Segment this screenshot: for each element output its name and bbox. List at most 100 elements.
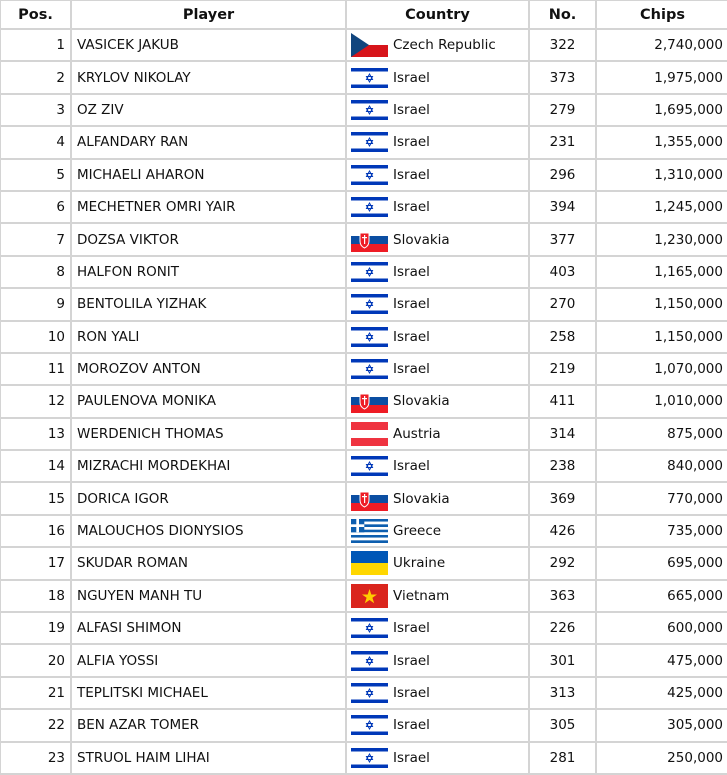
- pos-cell: 1: [0, 27, 72, 63]
- table-row: 15 DORICA IGOR Slovakia 369 770,000: [0, 481, 727, 516]
- pos-cell: 16: [0, 513, 72, 549]
- israel-flag-icon: [351, 162, 388, 187]
- country-cell: Israel: [345, 643, 530, 678]
- country-name: Israel: [393, 652, 430, 669]
- table-row: 2 KRYLOV NIKOLAY Israel 373 1,975,000: [0, 60, 727, 95]
- player-cell: KRYLOV NIKOLAY: [70, 60, 347, 95]
- table-row: 21 TEPLITSKI MICHAEL Israel 313 425,000: [0, 675, 727, 711]
- israel-flag-icon: [351, 195, 388, 220]
- table-row: 18 NGUYEN MANH TU Vietnam 363 665,000: [0, 578, 727, 614]
- pos-cell: 17: [0, 546, 72, 581]
- player-cell: HALFON RONIT: [70, 254, 347, 290]
- number-cell: 403: [528, 254, 597, 290]
- player-cell: DOZSA VIKTOR: [70, 222, 347, 257]
- country-cell: Ukraine: [345, 546, 530, 581]
- number-cell: 301: [528, 643, 597, 678]
- number-cell: 238: [528, 449, 597, 484]
- chips-cell: 250,000: [595, 740, 727, 775]
- player-cell: ALFANDARY RAN: [70, 125, 347, 160]
- ukraine-flag-icon: [351, 551, 388, 576]
- table-row: 7 DOZSA VIKTOR Slovakia 377 1,230,000: [0, 222, 727, 257]
- austria-flag-icon: [351, 421, 388, 446]
- country-cell: Israel: [345, 351, 530, 387]
- vietnam-flag-icon: [351, 583, 388, 608]
- chips-cell: 1,070,000: [595, 351, 727, 387]
- number-cell: 363: [528, 578, 597, 614]
- israel-flag-icon: [351, 259, 388, 284]
- country-cell: Israel: [345, 157, 530, 192]
- country-cell: Israel: [345, 611, 530, 646]
- pos-cell: 22: [0, 708, 72, 743]
- player-cell: MIZRACHI MORDEKHAI: [70, 449, 347, 484]
- pos-cell: 20: [0, 643, 72, 678]
- table-row: 10 RON YALI Israel 258 1,150,000: [0, 319, 727, 354]
- chips-cell: 770,000: [595, 481, 727, 516]
- player-cell: MECHETNER OMRI YAIR: [70, 189, 347, 225]
- country-name: Israel: [393, 134, 430, 151]
- slovakia-flag-icon: [351, 227, 388, 252]
- number-cell: 226: [528, 611, 597, 646]
- israel-flag-icon: [351, 616, 388, 641]
- pos-cell: 18: [0, 578, 72, 614]
- chips-cell: 1,010,000: [595, 384, 727, 419]
- player-cell: SKUDAR ROMAN: [70, 546, 347, 581]
- chips-cell: 1,355,000: [595, 125, 727, 160]
- pos-cell: 11: [0, 351, 72, 387]
- country-name: Czech Republic: [393, 37, 496, 54]
- country-name: Israel: [393, 101, 430, 118]
- country-cell: Israel: [345, 60, 530, 95]
- country-name: Israel: [393, 717, 430, 734]
- table-row: 3 OZ ZIV Israel 279 1,695,000: [0, 92, 727, 128]
- israel-flag-icon: [351, 681, 388, 705]
- chips-cell: 1,975,000: [595, 60, 727, 95]
- player-cell: TEPLITSKI MICHAEL: [70, 675, 347, 711]
- country-cell: Vietnam: [345, 578, 530, 614]
- chips-cell: 1,165,000: [595, 254, 727, 290]
- country-cell: Israel: [345, 189, 530, 225]
- chips-cell: 475,000: [595, 643, 727, 678]
- czech-flag-icon: [351, 33, 388, 58]
- chips-cell: 1,150,000: [595, 287, 727, 322]
- country-name: Slovakia: [393, 393, 450, 410]
- player-cell: MICHAELI AHARON: [70, 157, 347, 192]
- country-cell: Israel: [345, 287, 530, 322]
- table-row: 1 VASICEK JAKUB Czech Republic 322 2,740,000: [0, 27, 727, 63]
- table-row: 6 MECHETNER OMRI YAIR Israel 394 1,245,000: [0, 189, 727, 225]
- player-cell: ALFASI SHIMON: [70, 611, 347, 646]
- table-row: 11 MOROZOV ANTON Israel 219 1,070,000: [0, 351, 727, 387]
- country-cell: Israel: [345, 319, 530, 354]
- header-chips: Chips: [595, 0, 727, 30]
- number-cell: 258: [528, 319, 597, 354]
- country-cell: Slovakia: [345, 481, 530, 516]
- table-row: 9 BENTOLILA YIZHAK Israel 270 1,150,000: [0, 287, 727, 322]
- chips-cell: 1,310,000: [595, 157, 727, 192]
- country-name: Israel: [393, 199, 430, 216]
- pos-cell: 3: [0, 92, 72, 128]
- header-no: No.: [528, 0, 597, 30]
- chips-cell: 695,000: [595, 546, 727, 581]
- israel-flag-icon: [351, 357, 388, 382]
- pos-cell: 21: [0, 675, 72, 711]
- pos-cell: 19: [0, 611, 72, 646]
- country-cell: Austria: [345, 416, 530, 452]
- country-cell: Slovakia: [345, 384, 530, 419]
- chips-cell: 1,695,000: [595, 92, 727, 128]
- chips-cell: 2,740,000: [595, 27, 727, 63]
- pos-cell: 14: [0, 449, 72, 484]
- number-cell: 270: [528, 287, 597, 322]
- table-row: 20 ALFIA YOSSI Israel 301 475,000: [0, 643, 727, 678]
- player-cell: RON YALI: [70, 319, 347, 354]
- player-cell: PAULENOVA MONIKA: [70, 384, 347, 419]
- country-name: Israel: [393, 296, 430, 313]
- player-cell: NGUYEN MANH TU: [70, 578, 347, 614]
- number-cell: 411: [528, 384, 597, 419]
- player-cell: MOROZOV ANTON: [70, 351, 347, 387]
- table-row: 5 MICHAELI AHARON Israel 296 1,310,000: [0, 157, 727, 192]
- number-cell: 231: [528, 125, 597, 160]
- pos-cell: 4: [0, 125, 72, 160]
- header-row: Pos. Player Country No. Chips: [0, 0, 727, 30]
- table-row: 22 BEN AZAR TOMER Israel 305 305,000: [0, 708, 727, 743]
- pos-cell: 23: [0, 740, 72, 775]
- israel-flag-icon: [351, 97, 388, 122]
- player-cell: VASICEK JAKUB: [70, 27, 347, 63]
